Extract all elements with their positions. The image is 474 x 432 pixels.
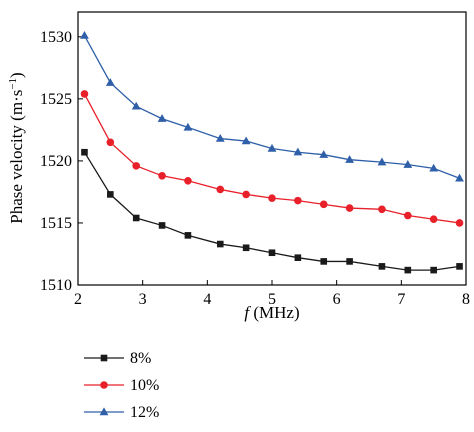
data-point (346, 258, 353, 265)
x-tick-label: 7 (397, 291, 405, 308)
data-point (429, 163, 439, 172)
data-point (456, 263, 463, 270)
data-point (294, 196, 302, 205)
data-point (157, 114, 167, 122)
data-point (184, 232, 192, 239)
data-point (80, 30, 89, 39)
data-point (345, 204, 354, 212)
legend-item: 8% (84, 350, 151, 367)
data-point (345, 155, 354, 163)
legend: 8% 10% 12% (84, 350, 159, 421)
y-tick-label: 1515 (40, 215, 72, 232)
data-point (105, 78, 115, 86)
data-point (158, 222, 166, 229)
data-point (215, 133, 225, 142)
y-axis-label: Phase velocity (m·s−1) (7, 72, 26, 223)
data-point (268, 249, 276, 257)
data-point (242, 244, 250, 252)
legend-label: 10% (130, 377, 159, 394)
data-point (106, 138, 115, 147)
y-tick-label: 1520 (40, 153, 72, 170)
data-point (241, 136, 251, 145)
series-layer (80, 30, 464, 274)
series-3 (80, 30, 464, 182)
data-point (404, 266, 412, 274)
series-line (83, 93, 460, 224)
data-point (319, 150, 329, 158)
data-point (293, 147, 303, 156)
data-point (267, 143, 277, 152)
legend-item: 10% (84, 377, 159, 394)
axis-ticks: 2 3 4 5 6 7 8 1510 1515 1520 1525 1530 (40, 29, 470, 308)
data-point (158, 172, 166, 180)
data-point (430, 266, 437, 274)
data-point (80, 90, 89, 98)
y-tick-label: 1525 (40, 91, 72, 108)
data-point (242, 190, 250, 199)
data-point (378, 205, 386, 214)
legend-marker (100, 381, 108, 389)
x-axis-label: f (MHz) (244, 303, 299, 322)
data-point (107, 191, 114, 198)
x-tick-label: 4 (203, 291, 211, 308)
series-line (83, 35, 460, 179)
data-point (320, 258, 328, 265)
data-point (403, 160, 413, 168)
data-point (268, 194, 276, 202)
legend-label: 8% (130, 350, 151, 367)
data-point (378, 263, 386, 270)
legend-item: 12% (84, 404, 159, 421)
data-point (131, 101, 141, 110)
y-tick-label: 1530 (40, 29, 72, 46)
data-point (132, 214, 140, 222)
data-point (377, 157, 387, 166)
data-point (216, 240, 224, 248)
series-2 (80, 90, 464, 227)
legend-marker (100, 354, 108, 362)
series-1 (81, 148, 463, 274)
y-tick-label: 1510 (40, 277, 72, 294)
data-point (294, 254, 302, 261)
data-point (319, 200, 328, 209)
data-point (132, 162, 140, 170)
x-tick-label: 2 (74, 291, 82, 308)
x-tick-label: 5 (268, 291, 276, 308)
data-point (81, 148, 88, 156)
data-point (455, 219, 464, 227)
x-tick-label: 3 (139, 291, 147, 308)
x-tick-label: 6 (333, 291, 341, 308)
data-point (183, 122, 193, 131)
data-point (184, 176, 192, 185)
legend-marker (99, 407, 109, 416)
data-point (455, 173, 464, 182)
data-point (429, 215, 438, 224)
data-point (216, 185, 225, 194)
legend-label: 12% (130, 404, 159, 421)
data-point (404, 211, 412, 220)
x-tick-label: 8 (462, 291, 470, 308)
